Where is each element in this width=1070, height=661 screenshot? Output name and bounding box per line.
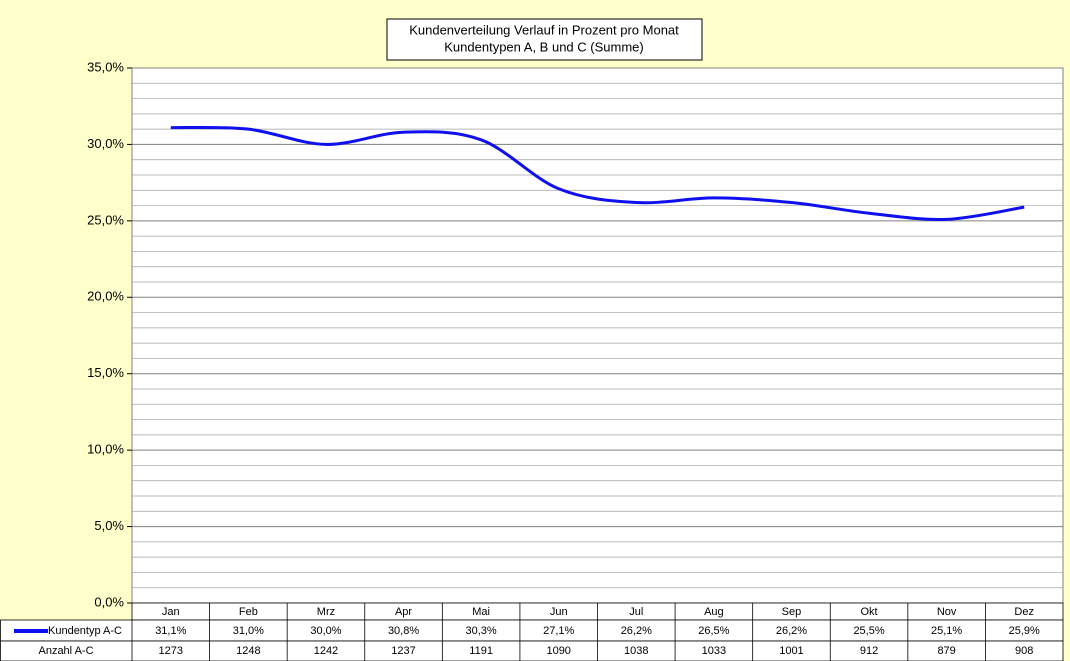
y-tick-label: 0,0%	[94, 594, 124, 609]
y-tick-label: 35,0%	[87, 59, 124, 74]
table-cell: 1242	[314, 645, 338, 657]
table-row	[0, 640, 1064, 661]
table-cell: 1248	[236, 645, 260, 657]
x-tick-label: Sep	[782, 606, 802, 618]
title-box	[386, 18, 703, 61]
x-tick-label: Mai	[472, 606, 490, 618]
y-tick-label: 20,0%	[87, 289, 124, 304]
marks	[170, 125, 1025, 221]
chart-title: Kundenverteilung Verlauf in Prozent pro …	[409, 22, 679, 37]
table-cell: 1273	[159, 645, 183, 657]
x-tick-label: Dez	[1014, 606, 1034, 618]
x-tick-label: Okt	[860, 606, 877, 618]
table-cell: 1237	[391, 645, 415, 657]
x-tick-label: Apr	[395, 606, 412, 618]
data-label: 26,2%	[621, 625, 652, 637]
table-cell: 879	[937, 645, 955, 657]
data-label: 26,2%	[776, 625, 807, 637]
data-label: 30,0%	[310, 625, 341, 637]
x-tick-label: Jul	[629, 606, 643, 618]
table-cell: 1191	[469, 645, 493, 657]
x-tick-label: Jun	[550, 606, 568, 618]
y-tick-label: 15,0%	[87, 365, 124, 380]
x-tick-label: Mrz	[317, 606, 335, 618]
data-label: 31,1%	[155, 625, 186, 637]
data-label: 25,9%	[1009, 625, 1040, 637]
x-tick-label: Feb	[239, 606, 258, 618]
data-label: 26,5%	[698, 625, 729, 637]
data-label: 27,1%	[543, 625, 574, 637]
legend-label: Kundentyp A-C	[48, 625, 122, 637]
chart-subtitle: Kundentypen A, B und C (Summe)	[444, 39, 643, 54]
table-cell: 908	[1015, 645, 1033, 657]
y-tick-label: 10,0%	[87, 442, 124, 457]
table-cell: 1001	[779, 645, 803, 657]
plot-area	[131, 67, 1064, 604]
y-tick-label: 5,0%	[94, 518, 124, 533]
table-cell: 912	[860, 645, 878, 657]
data-label: 25,1%	[931, 625, 962, 637]
y-tick-label: 25,0%	[87, 212, 124, 227]
grid	[127, 67, 1063, 604]
x-tick-label: Nov	[937, 606, 957, 618]
table-cell: 1038	[624, 645, 648, 657]
table-cell: 1033	[702, 645, 726, 657]
data-label: 31,0%	[233, 625, 264, 637]
table-row-label: Anzahl A-C	[38, 645, 93, 657]
series-line	[170, 125, 1025, 221]
data-label: 30,3%	[466, 625, 497, 637]
x-tick-label: Jan	[162, 606, 180, 618]
table-cell: 1090	[546, 645, 570, 657]
x-tick-label: Aug	[704, 606, 724, 618]
data-label: 25,5%	[853, 625, 884, 637]
y-tick-label: 30,0%	[87, 136, 124, 151]
data-label: 30,8%	[388, 625, 419, 637]
